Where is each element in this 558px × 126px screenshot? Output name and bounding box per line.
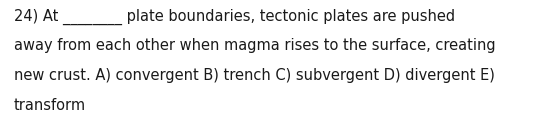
Text: transform: transform [14, 98, 86, 113]
Text: new crust. A) convergent B) trench C) subvergent D) divergent E): new crust. A) convergent B) trench C) su… [14, 68, 495, 83]
Text: 24) At ________ plate boundaries, tectonic plates are pushed: 24) At ________ plate boundaries, tecton… [14, 9, 455, 25]
Text: away from each other when magma rises to the surface, creating: away from each other when magma rises to… [14, 38, 496, 53]
